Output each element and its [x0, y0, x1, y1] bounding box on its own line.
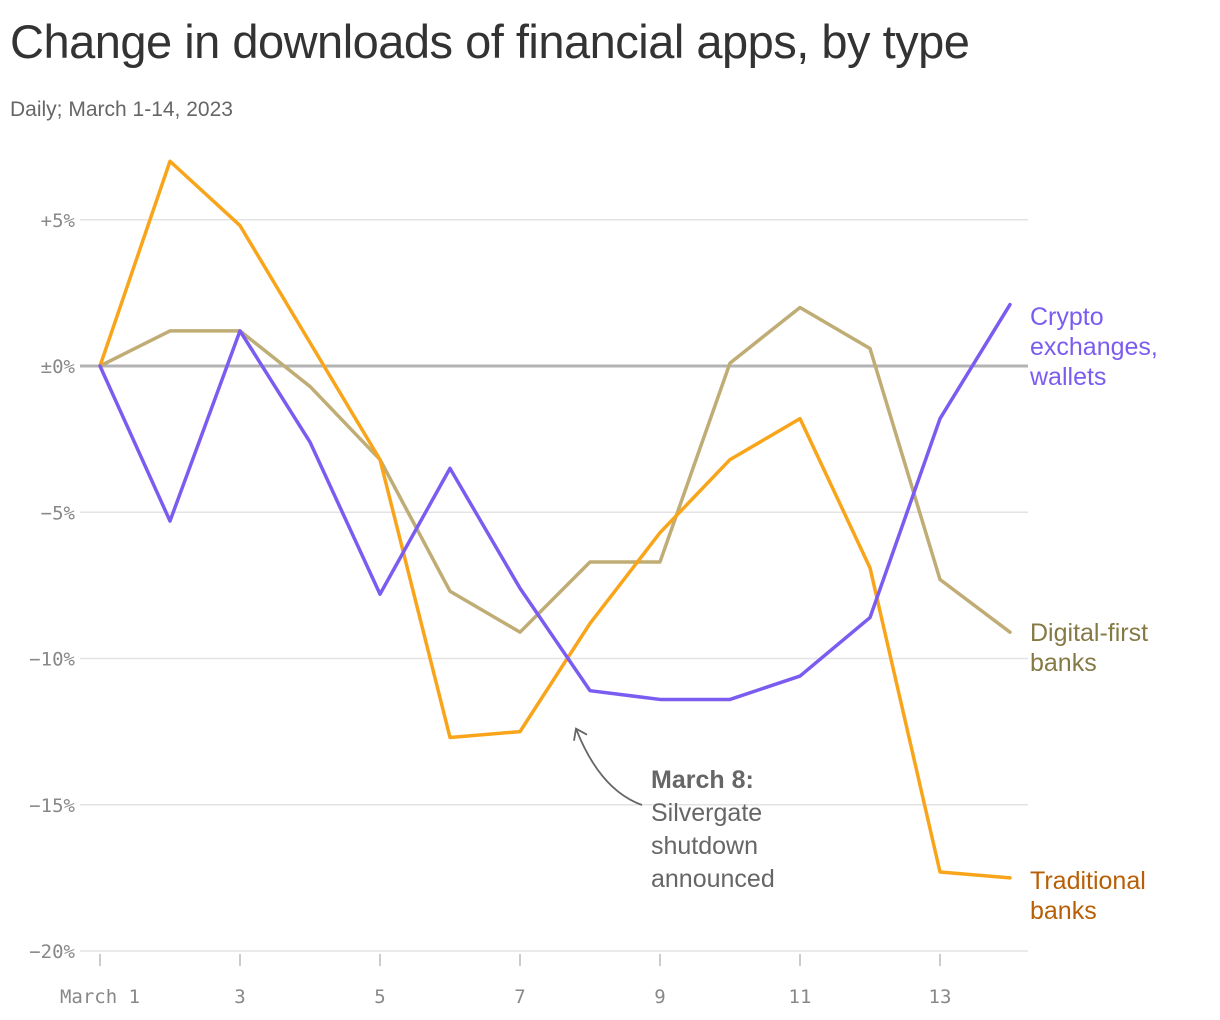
series-label: Traditional banks: [1030, 867, 1146, 925]
y-tick-label: ±0%: [41, 356, 76, 378]
series-labels: Crypto exchanges, wallets Digital-first bank…: [1029, 303, 1158, 925]
y-tick-label: −10%: [29, 649, 75, 671]
series-line-digital-first-banks: [98, 305, 1012, 634]
x-tick-label: 3: [234, 986, 245, 1008]
x-tick-label: March 1: [60, 986, 140, 1008]
y-tick-label: −20%: [29, 941, 75, 963]
chart-subtitle: Daily; March 1-14, 2023: [10, 98, 233, 121]
annotation-arrowhead: [573, 727, 588, 741]
y-tick-label: −5%: [41, 502, 76, 524]
x-tick-label: 9: [654, 986, 665, 1008]
x-tick-label: 13: [929, 986, 952, 1008]
x-tick-label: 5: [374, 986, 385, 1008]
series-label: Digital-first banks: [1030, 619, 1148, 677]
annotation-text: March 8: Silvergate shutdown announced: [651, 766, 775, 893]
y-tick-label: −15%: [29, 795, 75, 817]
series-line-traditional-banks: [98, 159, 1012, 880]
x-tick-label: 7: [514, 986, 525, 1008]
annotation: March 8: Silvergate shutdown announced: [573, 727, 775, 893]
axes: +5% ±0% −5% −10% −15% −20% March 1 3 5 7 9 11 13: [29, 210, 951, 1008]
chart-title: Change in downloads of financial apps, b…: [10, 15, 970, 68]
gridlines: [80, 219, 1028, 952]
y-tick-label: +5%: [41, 210, 76, 232]
series-label: Crypto exchanges, wallets: [1029, 303, 1158, 391]
x-tick-label: 11: [789, 986, 812, 1008]
series-lines: [98, 159, 1012, 880]
series-line-crypto-exchanges-wallets: [98, 302, 1012, 702]
annotation-arrow: [575, 728, 643, 806]
